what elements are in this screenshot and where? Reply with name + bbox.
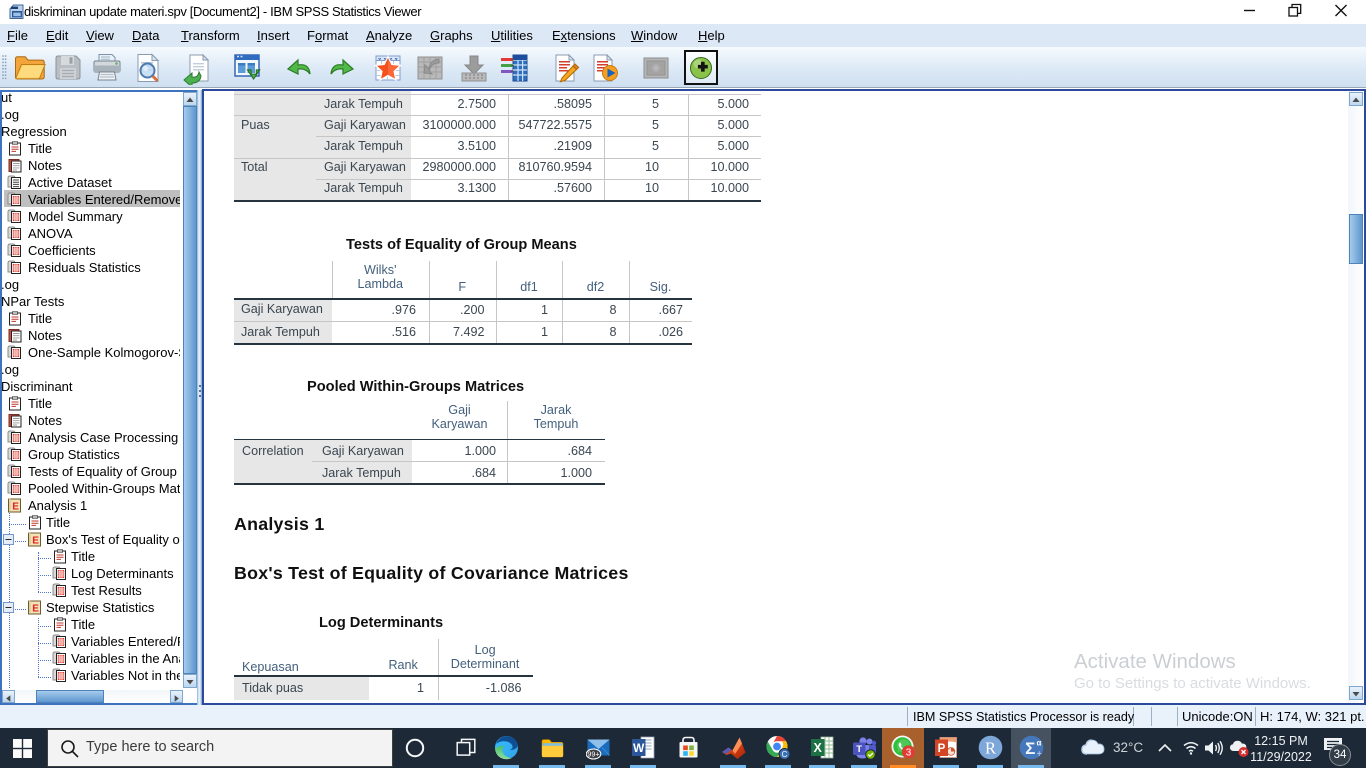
svg-text:P: P <box>938 743 946 755</box>
svg-text:C: C <box>782 750 788 759</box>
svg-text:Σ: Σ <box>1025 739 1035 758</box>
svg-text:99+: 99+ <box>587 750 599 759</box>
svg-text:R: R <box>985 738 996 757</box>
svg-text:3: 3 <box>906 748 912 759</box>
svg-text:T: T <box>856 744 862 755</box>
svg-text:X: X <box>814 741 823 755</box>
svg-text:α: α <box>1037 739 1042 748</box>
svg-text:+: + <box>1037 749 1042 759</box>
svg-text:W: W <box>633 741 645 755</box>
